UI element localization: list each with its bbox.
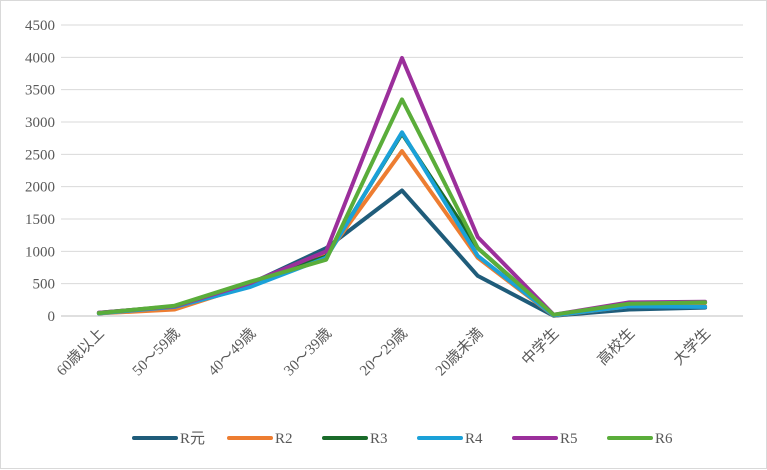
series-line: [96, 131, 708, 318]
series-line: [96, 188, 708, 318]
y-tick-label: 2500: [25, 147, 55, 163]
y-tick-label: 1500: [25, 212, 55, 228]
legend: R元 R2 R3 R4 R5 R6: [132, 431, 673, 447]
x-tick-label: 20～29歳: [356, 325, 410, 379]
y-tick-label: 4500: [25, 18, 55, 34]
legend-label: R3: [370, 431, 388, 447]
legend-label: R6: [655, 431, 673, 447]
y-tick-label: 3000: [25, 115, 55, 131]
x-tick-label: 中学生: [519, 325, 563, 369]
x-tick-label: 20歳未満: [432, 325, 486, 379]
series-line: [96, 149, 708, 318]
y-axis-ticks: 0 500 1000 1500 2000 2500 3000 3500 4000 4500: [25, 18, 55, 325]
y-tick-label: 3500: [25, 83, 55, 99]
legend-label: R2: [275, 431, 293, 447]
y-tick-label: 500: [33, 277, 56, 293]
y-tick-label: 4000: [25, 50, 55, 66]
series-line: [96, 97, 708, 317]
series-lines: [96, 56, 708, 318]
x-tick-label: 50～59歳: [129, 325, 183, 379]
x-tick-label: 大学生: [670, 325, 714, 369]
y-tick-label: 0: [48, 309, 56, 325]
y-tick-label: 2000: [25, 180, 55, 196]
legend-label: R5: [560, 431, 578, 447]
x-tick-label: 30～39歳: [281, 325, 335, 379]
x-axis-ticks: 60歳以上 50～59歳 40～49歳 30～39歳 20～29歳 20歳未満 中学生 高校生…: [53, 325, 714, 379]
legend-label: R元: [180, 431, 205, 447]
x-tick-label: 60歳以上: [53, 325, 107, 379]
x-tick-label: 高校生: [594, 325, 638, 369]
series-line: [96, 130, 708, 318]
x-tick-label: 40～49歳: [205, 325, 259, 379]
y-tick-label: 1000: [25, 244, 55, 260]
gridlines: [61, 24, 743, 317]
legend-label: R4: [465, 431, 483, 447]
